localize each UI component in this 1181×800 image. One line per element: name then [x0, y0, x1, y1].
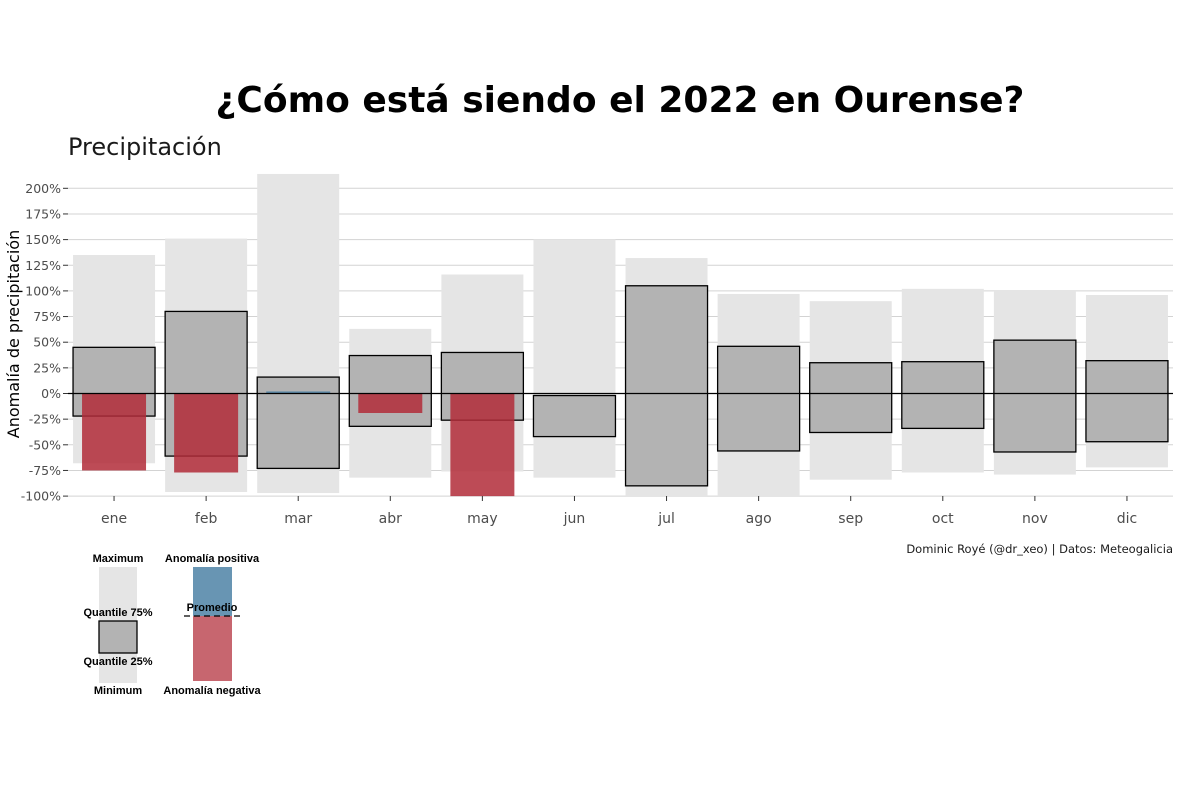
legend-anomaly-label: Anomalía negativa	[163, 685, 261, 697]
x-tick-label: jun	[563, 511, 586, 527]
quantile-box-jun	[532, 394, 617, 438]
x-tick-label: ene	[101, 511, 127, 527]
anomaly-bar-feb	[174, 393, 239, 473]
quantile-box-jul	[624, 285, 709, 487]
y-tick-label: 150%	[25, 232, 61, 247]
x-axis-ticks: ene feb mar abr may jun jul ago sep oct nov dic	[101, 496, 1137, 527]
quantile-box-oct	[901, 361, 985, 430]
x-tick-label: nov	[1022, 511, 1048, 527]
range-bar-jun	[533, 239, 616, 478]
legend-box-label: Quantile 75%	[83, 607, 152, 619]
x-tick-label: mar	[284, 511, 312, 527]
y-tick-label: 50%	[33, 335, 61, 350]
x-tick-label: feb	[195, 511, 218, 527]
quantile-box-nov	[993, 339, 1077, 453]
y-axis-ticks: -100% -75% -50% -25% 0% 25% 50% 75% 100% 125% 150%…	[21, 181, 68, 504]
anomaly-bar-may	[450, 393, 515, 497]
anomaly-bars	[82, 391, 515, 497]
x-tick-label: dic	[1117, 511, 1137, 527]
y-tick-label: 75%	[33, 309, 61, 324]
y-tick-label: 125%	[25, 258, 61, 273]
y-tick-label: 0%	[41, 386, 61, 401]
legend-negative-swatch	[193, 616, 232, 681]
legend-box-label: Minimum	[94, 685, 142, 697]
anomaly-bar-ene	[82, 393, 147, 471]
chart-subtitle: Precipitación	[68, 133, 222, 161]
y-tick-label: -25%	[29, 412, 61, 427]
chart-title: ¿Cómo está siendo el 2022 en Ourense?	[215, 80, 1025, 121]
anomaly-bar-mar	[266, 391, 331, 394]
chart-caption: Dominic Royé (@dr_xeo) | Datos: Meteogal…	[906, 542, 1173, 556]
legend: Maximum Quantile 75% Quantile 25% Minimum An…	[83, 553, 261, 697]
x-tick-label: oct	[932, 511, 954, 527]
y-tick-label: 175%	[25, 206, 61, 221]
y-tick-label: -100%	[21, 489, 61, 504]
legend-anomaly-label: Anomalía positiva	[165, 553, 260, 565]
y-tick-label: 200%	[25, 181, 61, 196]
legend-box-label: Quantile 25%	[83, 656, 152, 668]
y-axis-label: Anomalía de precipitación	[4, 230, 23, 438]
x-tick-label: may	[467, 511, 498, 527]
x-tick-label: abr	[379, 511, 402, 527]
quantile-box-ago	[716, 345, 801, 452]
x-tick-label: sep	[838, 511, 863, 527]
legend-anomaly-label: Promedio	[187, 602, 238, 614]
legend-positive-swatch	[193, 567, 232, 616]
quantile-boxes	[72, 285, 1169, 487]
legend-box-label: Maximum	[93, 553, 144, 565]
anomaly-bar-abr	[358, 393, 423, 413]
x-tick-label: ago	[746, 511, 772, 527]
x-tick-label: jul	[657, 511, 675, 527]
legend-quantile-swatch	[98, 620, 138, 654]
y-tick-label: 25%	[33, 360, 61, 375]
quantile-box-dic	[1085, 360, 1169, 443]
y-tick-label: 100%	[25, 283, 61, 298]
quantile-box-sep	[809, 362, 893, 434]
y-tick-label: -50%	[29, 437, 61, 452]
y-tick-label: -75%	[29, 463, 61, 478]
quantile-box-abr	[348, 354, 432, 427]
quantile-box-mar	[256, 376, 340, 470]
